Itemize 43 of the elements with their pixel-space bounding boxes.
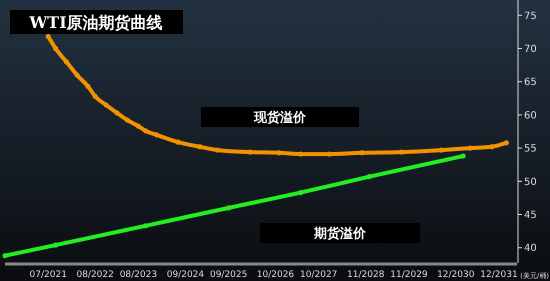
- point: [46, 34, 51, 40]
- annotation: 期货溢价: [313, 226, 367, 242]
- x-tick-label: 09/2024: [166, 270, 204, 280]
- point: [114, 110, 120, 116]
- y-tick-label: 40: [524, 243, 537, 254]
- point: [460, 153, 466, 159]
- point: [154, 132, 160, 138]
- text: WTI原油期货曲线: [28, 13, 163, 32]
- y-tick-label: 45: [524, 210, 537, 222]
- x-tick-label: 08/2023: [120, 270, 158, 280]
- point: [64, 59, 69, 64]
- point: [197, 144, 202, 150]
- point: [366, 174, 372, 180]
- point: [85, 84, 91, 89]
- point: [92, 94, 98, 99]
- point: [215, 147, 220, 153]
- y-tick-label: 75: [524, 10, 537, 22]
- x-tick-label: 09/2025: [210, 270, 248, 280]
- y-tick-label: 70: [524, 44, 537, 55]
- point: [136, 124, 141, 129]
- x-tick-label: 11/2028: [347, 270, 385, 280]
- point: [52, 46, 58, 52]
- annotation: 现货溢价: [253, 110, 307, 126]
- y-tick-label: 55: [524, 144, 537, 155]
- point: [489, 144, 494, 150]
- point: [143, 128, 148, 134]
- point: [226, 205, 232, 210]
- x-tick-label: 10/2027: [300, 270, 338, 280]
- y-tick-label: 65: [524, 77, 537, 88]
- point: [103, 102, 109, 108]
- y-tick-label: 50: [524, 176, 537, 188]
- x-tick-label: 10/2026: [256, 270, 294, 280]
- x-tick-label: 12/2030: [437, 270, 475, 280]
- point: [504, 140, 509, 146]
- point: [124, 118, 130, 123]
- x-tick-label: 08/2022: [76, 270, 114, 280]
- x-tick-label: 11/2029: [390, 270, 428, 280]
- point: [2, 253, 8, 258]
- y-tick-label: 60: [524, 110, 537, 122]
- x-tick-label: 07/2021: [30, 270, 67, 280]
- point: [74, 72, 80, 78]
- point: [143, 223, 148, 228]
- x-tick-label: 12/2031: [480, 270, 518, 280]
